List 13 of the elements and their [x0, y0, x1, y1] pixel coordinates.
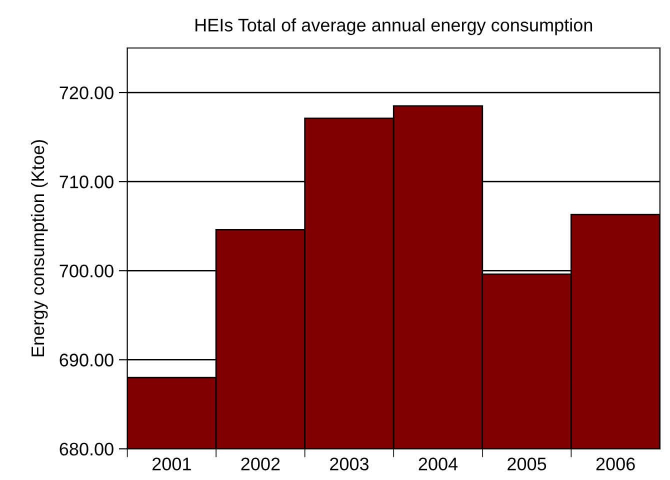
y-tick-label: 720.00	[60, 86, 114, 100]
y-tick-label: 690.00	[60, 354, 114, 366]
x-tick-label: 2001	[152, 458, 191, 470]
x-tick-label: 2005	[508, 458, 546, 470]
y-tick-label: 700.00	[60, 264, 114, 278]
y-tick-label: 680.00	[60, 442, 114, 456]
x-tick-label: 2003	[330, 458, 369, 470]
x-tick-label: 2006	[596, 458, 635, 470]
x-tick-label: 2002	[241, 458, 280, 470]
y-axis-title: Energy consumption (Ktoe)	[30, 140, 48, 356]
x-tick-label: 2004	[418, 458, 458, 470]
chart-title: HEIs Total of average annual energy consumption	[196, 18, 592, 36]
y-tick-label: 710.00	[60, 176, 114, 188]
